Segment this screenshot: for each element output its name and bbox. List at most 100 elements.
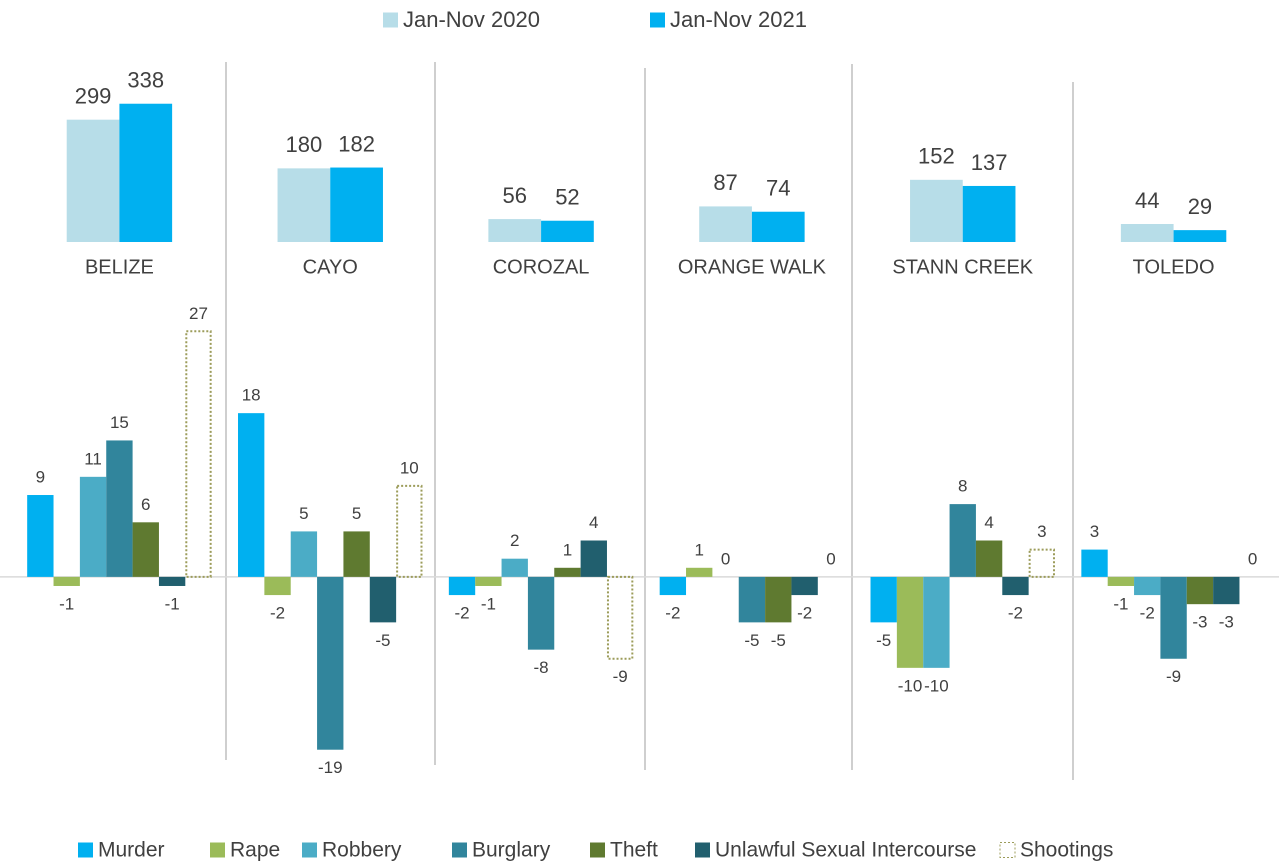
value-label: 5	[299, 504, 308, 523]
legend-swatch	[695, 842, 710, 858]
value-label: 5	[352, 504, 361, 523]
value-label: -5	[744, 631, 759, 650]
bar	[738, 576, 766, 623]
legend-label: Shootings	[1020, 839, 1113, 862]
category-label: ORANGE WALK	[678, 256, 827, 278]
value-label: 74	[766, 176, 790, 201]
legend-swatch	[999, 842, 1016, 858]
value-label: -2	[1008, 604, 1023, 623]
bar	[975, 540, 1003, 577]
legend-swatch	[302, 842, 317, 858]
value-label: -10	[924, 676, 949, 695]
bar	[1107, 576, 1135, 586]
bar	[527, 576, 555, 650]
category-label: COROZAL	[493, 256, 590, 278]
bar	[554, 567, 581, 577]
value-label: 10	[400, 458, 419, 477]
value-label: 11	[84, 449, 102, 468]
value-label: 1	[694, 540, 703, 559]
value-label: -2	[1140, 604, 1155, 623]
value-label: -1	[481, 594, 496, 613]
bar	[949, 504, 976, 577]
bar	[1186, 576, 1214, 605]
value-label: -2	[270, 604, 285, 623]
legend-swatch	[210, 842, 225, 858]
bar	[330, 167, 383, 242]
bar	[1002, 576, 1029, 596]
bar	[1213, 576, 1240, 605]
bar	[580, 540, 607, 577]
value-label: 29	[1188, 194, 1212, 219]
bar	[541, 220, 594, 242]
value-label: -2	[797, 604, 812, 623]
value-label: 137	[971, 150, 1008, 175]
legend-label: Jan-Nov 2020	[403, 7, 540, 32]
value-label: 9	[36, 468, 45, 487]
bar	[1120, 224, 1174, 242]
value-label: 0	[721, 549, 730, 568]
value-label: 87	[713, 170, 737, 195]
value-label: 4	[589, 513, 598, 532]
value-label: 338	[127, 68, 164, 93]
category-label: TOLEDO	[1133, 256, 1215, 278]
legend-label: Theft	[610, 839, 658, 862]
value-label: -1	[1113, 594, 1128, 613]
bar	[317, 576, 344, 750]
value-label: 3	[1090, 522, 1099, 541]
legend-label: Jan-Nov 2021	[670, 7, 807, 32]
value-label: -1	[165, 594, 180, 613]
bar	[751, 211, 805, 242]
bar	[264, 576, 291, 596]
value-label: 15	[110, 413, 129, 432]
bar	[659, 576, 687, 596]
value-label: -3	[1192, 613, 1207, 632]
bar	[1134, 576, 1161, 596]
value-label: -9	[1166, 667, 1181, 686]
bar	[448, 576, 476, 596]
value-label: -3	[1219, 613, 1234, 632]
bar	[290, 531, 318, 577]
bar	[488, 219, 542, 242]
value-label: 4	[984, 513, 993, 532]
value-label: -2	[665, 604, 680, 623]
bar	[923, 576, 950, 668]
bar	[119, 103, 173, 243]
value-label: -1	[59, 594, 74, 613]
legend-label: Robbery	[322, 839, 402, 862]
value-label: 2	[510, 531, 519, 550]
value-label: -8	[534, 658, 549, 677]
legend-swatch	[383, 12, 398, 28]
bar	[27, 495, 54, 577]
bar	[66, 119, 120, 242]
legend-swatch	[78, 842, 93, 858]
bar	[699, 206, 752, 242]
bar	[791, 576, 818, 596]
bar	[962, 185, 1016, 242]
bar	[896, 576, 924, 668]
legend-swatch	[650, 12, 665, 28]
value-label: 180	[286, 132, 323, 157]
legend-label: Rape	[230, 839, 280, 862]
bar	[106, 440, 133, 577]
bar	[870, 576, 897, 623]
value-label: 27	[189, 304, 208, 323]
bar	[396, 484, 423, 578]
legend-label: Murder	[98, 839, 165, 862]
legend-swatch	[452, 842, 467, 858]
legend-label: Burglary	[472, 839, 551, 862]
value-label: 152	[918, 144, 955, 169]
bar	[1160, 576, 1187, 659]
bar	[1081, 549, 1108, 577]
value-label: 0	[826, 549, 835, 568]
bar	[53, 576, 80, 586]
category-label: STANN CREEK	[892, 256, 1033, 278]
value-label: 52	[555, 185, 579, 210]
value-label: -5	[771, 631, 786, 650]
bar	[910, 179, 963, 242]
bar	[185, 330, 212, 578]
value-label: -5	[876, 631, 891, 650]
value-label: 0	[1248, 549, 1257, 568]
bar	[79, 476, 107, 577]
category-label: CAYO	[303, 256, 358, 278]
